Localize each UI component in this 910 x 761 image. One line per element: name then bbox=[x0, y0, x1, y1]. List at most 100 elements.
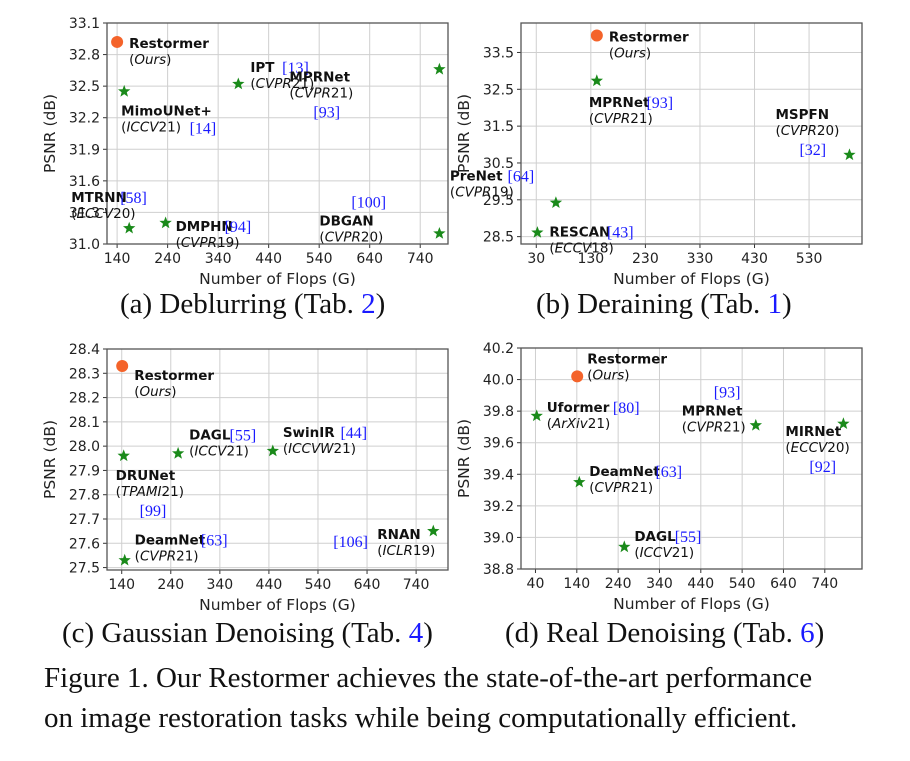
citation-ref[interactable]: [94] bbox=[225, 219, 252, 236]
y-axis-label: PSNR (dB) bbox=[41, 420, 59, 499]
y-tick-label: 31.3 bbox=[69, 205, 100, 221]
citation-ref[interactable]: [93] bbox=[646, 95, 673, 112]
x-tick-label: 640 bbox=[354, 577, 381, 593]
point-label-venue: (CVPR19) bbox=[176, 235, 240, 251]
y-tick-label: 28.0 bbox=[69, 439, 100, 455]
data-point-star bbox=[172, 446, 185, 459]
x-tick-label: 130 bbox=[577, 251, 604, 267]
y-tick-label: 27.9 bbox=[69, 463, 100, 479]
x-tick-label: 430 bbox=[741, 251, 768, 267]
y-tick-label: 28.4 bbox=[69, 342, 100, 358]
y-tick-label: 27.7 bbox=[69, 512, 100, 528]
x-tick-label: 240 bbox=[605, 576, 632, 592]
x-tick-label: 140 bbox=[104, 251, 131, 267]
table-ref-link[interactable]: 4 bbox=[408, 617, 424, 649]
citation-ref[interactable]: [55] bbox=[230, 427, 257, 444]
plot-frame bbox=[520, 347, 863, 570]
data-point-star bbox=[118, 84, 131, 97]
point-label-name: DBGAN bbox=[319, 213, 373, 229]
point-label-venue: (CVPR21) bbox=[682, 419, 746, 435]
data-point-ours bbox=[111, 35, 124, 48]
data-point-star bbox=[837, 417, 850, 429]
x-tick-label: 640 bbox=[770, 576, 797, 592]
data-point-star bbox=[749, 418, 762, 431]
point-label-name: MPRNet bbox=[589, 95, 650, 111]
x-tick-label: 240 bbox=[154, 251, 181, 267]
citation-ref[interactable]: [43] bbox=[607, 225, 634, 242]
x-tick-label: 540 bbox=[305, 577, 332, 593]
table-ref-link[interactable]: 1 bbox=[767, 288, 783, 320]
y-tick-label: 39.6 bbox=[483, 436, 514, 452]
y-tick-label: 31.5 bbox=[483, 119, 514, 135]
citation-ref[interactable]: [64] bbox=[508, 169, 535, 186]
table-ref-link[interactable]: 2 bbox=[361, 288, 376, 320]
point-label-name: DeamNet bbox=[589, 464, 660, 480]
data-point-star bbox=[531, 226, 544, 238]
data-point-star bbox=[433, 227, 446, 239]
citation-ref[interactable]: [63] bbox=[655, 464, 682, 481]
point-label-venue: (TPAMI21) bbox=[116, 484, 184, 500]
data-point-star bbox=[118, 553, 131, 566]
y-axis-label: PSNR (dB) bbox=[455, 94, 473, 173]
citation-ref[interactable]: [32] bbox=[799, 142, 826, 159]
point-label-venue: (Ours) bbox=[587, 367, 629, 383]
data-point-ours bbox=[116, 360, 129, 372]
point-label-name: SwinIR bbox=[283, 425, 335, 441]
y-tick-label: 39.2 bbox=[483, 499, 514, 515]
point-label-venue: (Ours) bbox=[134, 384, 176, 400]
citation-ref[interactable]: [58] bbox=[120, 190, 147, 207]
citation-ref[interactable]: [92] bbox=[809, 459, 836, 476]
data-point-star bbox=[232, 77, 245, 90]
point-label-venue: (ECCV20) bbox=[71, 206, 135, 222]
point-label-name: DMPHN bbox=[176, 219, 233, 235]
point-label-name: RNAN bbox=[377, 527, 420, 543]
y-tick-label: 40.2 bbox=[483, 341, 514, 357]
caption-line-1: Figure 1. Our Restormer achieves the sta… bbox=[44, 662, 813, 694]
caption-line-2: on image restoration tasks while being c… bbox=[44, 702, 798, 734]
y-tick-label: 32.8 bbox=[69, 48, 100, 64]
point-label-name: Restormer bbox=[134, 368, 214, 384]
citation-ref[interactable]: [93] bbox=[313, 104, 340, 121]
y-tick-label: 28.2 bbox=[69, 391, 100, 407]
data-point-ours bbox=[590, 29, 603, 42]
citation-ref[interactable]: [80] bbox=[613, 400, 640, 417]
y-tick-label: 28.3 bbox=[69, 366, 100, 382]
x-tick-label: 340 bbox=[206, 577, 233, 593]
point-label-venue: (CVPR21) bbox=[289, 85, 353, 101]
y-tick-label: 33.5 bbox=[483, 45, 514, 61]
citation-ref[interactable]: [99] bbox=[140, 503, 167, 520]
citation-ref[interactable]: [106] bbox=[333, 534, 368, 551]
x-tick-label: 30 bbox=[527, 251, 545, 267]
point-label-venue: (CVPR21) bbox=[589, 111, 653, 127]
citation-ref[interactable]: [13] bbox=[282, 60, 309, 77]
x-tick-label: 540 bbox=[306, 251, 333, 267]
plot-frame bbox=[106, 22, 449, 245]
data-point-star bbox=[159, 216, 172, 229]
citation-ref[interactable]: [44] bbox=[340, 425, 367, 442]
table-ref-link[interactable]: 6 bbox=[800, 617, 815, 649]
point-label-name: MSPFN bbox=[775, 107, 829, 123]
y-tick-label: 32.2 bbox=[69, 111, 100, 127]
data-point-star bbox=[573, 475, 586, 488]
point-label-name: DRUNet bbox=[116, 468, 176, 484]
citation-ref[interactable]: [100] bbox=[351, 194, 386, 211]
citation-ref[interactable]: [55] bbox=[675, 529, 702, 546]
y-tick-label: 33.1 bbox=[69, 16, 100, 32]
chart-a: 140 240 340 440 540 640 740 31.0 31.3 31.6 31.9 32.… bbox=[41, 16, 449, 288]
chart-b: 30 130 230 330 430 530 28.5 29.5 30.5 31.5 32.5 33.… bbox=[450, 22, 863, 288]
citation-ref[interactable]: [63] bbox=[201, 532, 228, 549]
x-tick-label: 740 bbox=[403, 577, 430, 593]
point-label-venue: (CVPR19) bbox=[450, 185, 514, 201]
citation-ref[interactable]: [14] bbox=[190, 120, 217, 137]
x-tick-label: 440 bbox=[687, 576, 714, 592]
figure-caption: Figure 1. Our Restormer achieves the sta… bbox=[44, 658, 812, 738]
data-point-star bbox=[618, 540, 631, 553]
x-tick-label: 330 bbox=[687, 251, 714, 267]
citation-ref[interactable]: [93] bbox=[714, 384, 741, 401]
y-tick-label: 40.0 bbox=[483, 373, 514, 389]
point-label-venue: (CVPR21) bbox=[589, 480, 653, 496]
point-label-name: DAGL bbox=[189, 427, 231, 443]
y-axis-label: PSNR (dB) bbox=[41, 94, 59, 173]
point-label-venue: (Ours) bbox=[609, 46, 651, 62]
